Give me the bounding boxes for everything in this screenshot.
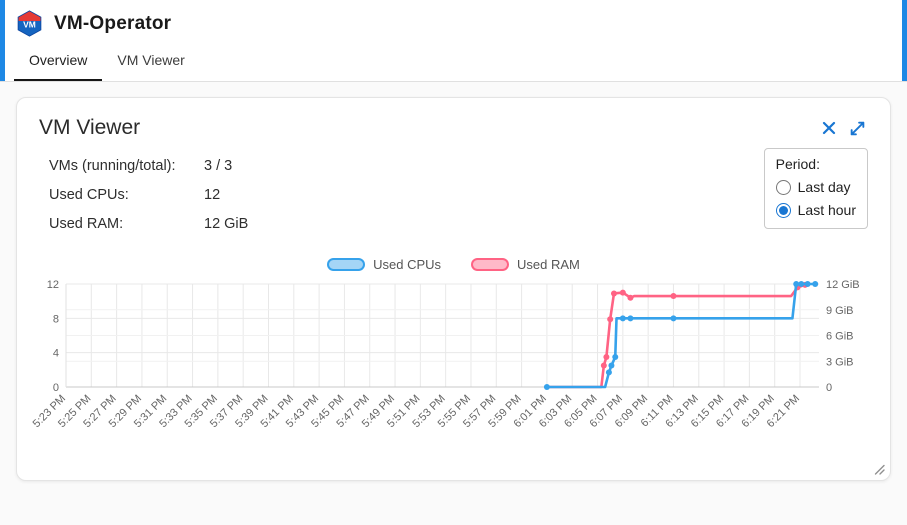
period-label: Period: bbox=[775, 156, 820, 172]
expand-button[interactable] bbox=[847, 118, 868, 139]
usage-chart: 5:23 PM5:25 PM5:27 PM5:29 PM5:31 PM5:33 … bbox=[31, 279, 860, 430]
legend-label: Used CPUs bbox=[373, 257, 442, 272]
stat-label: Used CPUs: bbox=[49, 187, 129, 203]
left-accent-strip bbox=[0, 0, 5, 81]
tab-vm-viewer[interactable]: VM Viewer bbox=[117, 52, 185, 68]
chart-legend: Used CPUs Used RAM bbox=[39, 257, 868, 272]
logo-text: VM bbox=[23, 19, 36, 29]
stat-label: Used RAM: bbox=[49, 216, 124, 232]
legend-item-used-ram[interactable]: Used RAM bbox=[471, 257, 580, 272]
app-header: VM VM-Operator Overview VM Viewer bbox=[0, 0, 907, 82]
vm-stats: VMs (running/total): 3 / 3 Used CPUs: 12… bbox=[49, 158, 248, 245]
vm-operator-logo-icon: VM bbox=[17, 10, 42, 37]
stat-value: 3 / 3 bbox=[204, 158, 233, 174]
period-radio-last-hour[interactable] bbox=[775, 202, 791, 218]
svg-text:12 GiB: 12 GiB bbox=[826, 279, 860, 291]
resize-handle-icon[interactable] bbox=[872, 462, 885, 475]
period-option-last-day[interactable]: Last day bbox=[775, 179, 856, 195]
period-option-label: Last hour bbox=[797, 202, 856, 218]
card-title: VM Viewer bbox=[39, 116, 141, 139]
tab-overview[interactable]: Overview bbox=[14, 39, 103, 81]
period-option-last-hour[interactable]: Last hour bbox=[775, 202, 856, 218]
stat-value: 12 GiB bbox=[204, 216, 249, 232]
ram-swatch-icon bbox=[471, 258, 510, 271]
right-accent-strip bbox=[902, 0, 907, 81]
svg-text:9 GiB: 9 GiB bbox=[826, 305, 854, 317]
period-option-label: Last day bbox=[797, 179, 851, 195]
legend-item-used-cpus[interactable]: Used CPUs bbox=[327, 257, 441, 272]
period-selector: Period: Last day Last hour bbox=[763, 148, 868, 229]
close-icon bbox=[822, 121, 836, 135]
cpu-swatch-icon bbox=[327, 258, 366, 271]
page-content: VM Viewer VMs (running/total): 3 bbox=[0, 82, 907, 496]
expand-icon bbox=[850, 121, 865, 135]
stat-used-cpus: Used CPUs: 12 bbox=[49, 187, 248, 203]
svg-text:8: 8 bbox=[53, 313, 59, 325]
stat-value: 12 bbox=[204, 187, 221, 203]
stat-used-ram: Used RAM: 12 GiB bbox=[49, 216, 248, 232]
period-radio-last-day[interactable] bbox=[775, 179, 791, 195]
stat-vms-running-total: VMs (running/total): 3 / 3 bbox=[49, 158, 248, 174]
app-title: VM-Operator bbox=[54, 12, 172, 34]
svg-text:0: 0 bbox=[826, 382, 832, 394]
close-button[interactable] bbox=[819, 118, 839, 139]
svg-text:3 GiB: 3 GiB bbox=[826, 356, 854, 368]
legend-label: Used RAM bbox=[517, 257, 580, 272]
tab-bar: Overview VM Viewer bbox=[0, 39, 907, 81]
stat-label: VMs (running/total): bbox=[49, 158, 176, 174]
svg-text:12: 12 bbox=[47, 279, 59, 291]
svg-text:6 GiB: 6 GiB bbox=[826, 331, 854, 343]
vm-viewer-card: VM Viewer VMs (running/total): 3 bbox=[16, 97, 891, 481]
svg-text:0: 0 bbox=[53, 382, 59, 394]
svg-text:4: 4 bbox=[53, 348, 59, 360]
